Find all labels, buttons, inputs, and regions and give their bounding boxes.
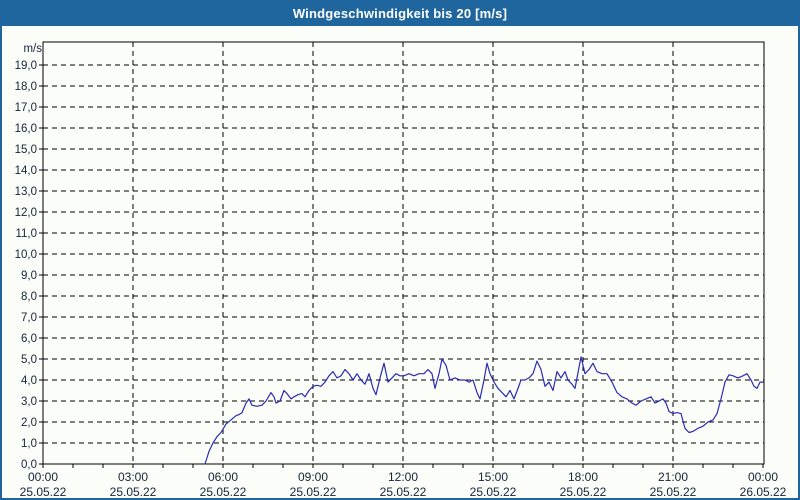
x-tick-date-label: 25.05.22: [20, 485, 67, 499]
x-tick-time-label: 06:00: [208, 470, 238, 484]
x-tick-date-label: 25.05.22: [470, 485, 517, 499]
x-tick-time-label: 21:00: [658, 470, 688, 484]
y-tick-label: 3,0: [21, 396, 37, 408]
y-axis-unit-label: m/s: [23, 43, 42, 55]
y-tick-label: 2,0: [21, 417, 37, 429]
y-tick-label: 0,0: [21, 459, 37, 471]
y-tick-label: 16,0: [15, 123, 37, 135]
y-tick-label: 5,0: [21, 354, 37, 366]
x-tick-date-label: 26.05.22: [740, 485, 787, 499]
y-tick-label: 1,0: [21, 438, 37, 450]
y-tick-label: 10,0: [15, 249, 37, 261]
y-tick-label: 17,0: [15, 102, 37, 114]
y-tick-label: 15,0: [15, 144, 37, 156]
chart-title-bar: Windgeschwindigkeit bis 20 [m/s]: [2, 2, 798, 26]
x-tick-date-label: 25.05.22: [380, 485, 427, 499]
x-tick-time-label: 15:00: [478, 470, 508, 484]
y-tick-label: 8,0: [21, 291, 37, 303]
y-tick-label: 6,0: [21, 333, 37, 345]
y-tick-label: 9,0: [21, 270, 37, 282]
y-tick-label: 7,0: [21, 312, 37, 324]
x-tick-time-label: 09:00: [298, 470, 328, 484]
y-tick-label: 14,0: [15, 165, 37, 177]
y-tick-label: 19,0: [15, 60, 37, 72]
x-tick-date-label: 25.05.22: [200, 485, 247, 499]
y-tick-label: 4,0: [21, 375, 37, 387]
y-tick-label: 12,0: [15, 207, 37, 219]
x-tick-date-label: 25.05.22: [650, 485, 697, 499]
x-tick-time-label: 03:00: [118, 470, 148, 484]
x-tick-time-label: 00:00: [28, 470, 58, 484]
y-tick-label: 13,0: [15, 186, 37, 198]
y-tick-label: 18,0: [15, 81, 37, 93]
x-tick-time-label: 12:00: [388, 470, 418, 484]
x-tick-date-label: 25.05.22: [110, 485, 157, 499]
x-tick-date-label: 25.05.22: [560, 485, 607, 499]
plot-border: [42, 41, 765, 465]
y-tick-label: 11,0: [15, 228, 37, 240]
x-tick-time-label: 18:00: [568, 470, 598, 484]
x-tick-date-label: 25.05.22: [290, 485, 337, 499]
wind-speed-line: [204, 356, 764, 465]
x-tick-time-label: 00:00: [748, 470, 778, 484]
